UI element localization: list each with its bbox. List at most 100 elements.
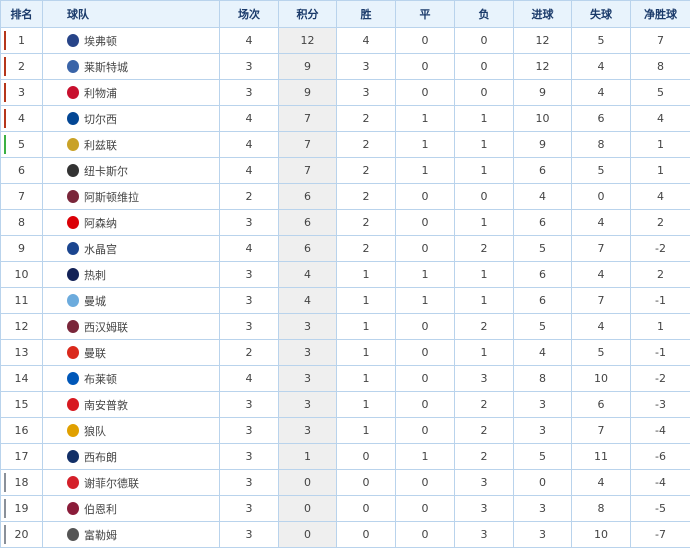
team-cell[interactable]: 曼城 <box>42 287 220 314</box>
team-cell[interactable]: 纽卡斯尔 <box>42 157 220 184</box>
rank-value: 9 <box>18 242 25 255</box>
points-cell: 7 <box>278 157 337 184</box>
team-name[interactable]: 富勒姆 <box>84 528 117 542</box>
team-name[interactable]: 水晶宫 <box>84 242 117 256</box>
rank-cell: 15 <box>0 391 43 418</box>
team-cell[interactable]: 利物浦 <box>42 79 220 106</box>
wins-cell: 1 <box>336 417 396 444</box>
team-name[interactable]: 阿斯顿维拉 <box>84 190 139 204</box>
rank-value: 12 <box>14 320 29 333</box>
arsenal-crest-icon <box>67 216 79 229</box>
wins-cell: 2 <box>336 183 396 210</box>
team-cell[interactable]: 曼联 <box>42 339 220 366</box>
team-name[interactable]: 利兹联 <box>84 138 117 152</box>
team-cell[interactable]: 利兹联 <box>42 131 220 158</box>
zone-marker <box>4 31 6 50</box>
team-cell[interactable]: 水晶宫 <box>42 235 220 262</box>
team-cell[interactable]: 狼队 <box>42 417 220 444</box>
points-cell: 4 <box>278 287 337 314</box>
played-cell: 3 <box>219 495 279 522</box>
team-cell[interactable]: 富勒姆 <box>42 521 220 548</box>
goals-for-cell: 6 <box>513 287 572 314</box>
team-name[interactable]: 阿森纳 <box>84 216 117 230</box>
wins-cell: 1 <box>336 339 396 366</box>
table-row: 16 狼队 3 3 1 0 2 3 7 -4 <box>0 417 690 444</box>
wins-cell: 2 <box>336 209 396 236</box>
draws-cell: 0 <box>395 495 455 522</box>
team-name[interactable]: 西汉姆联 <box>84 320 128 334</box>
team-name[interactable]: 伯恩利 <box>84 502 117 516</box>
brighton-crest-icon <box>67 372 79 385</box>
team-cell[interactable]: 热刺 <box>42 261 220 288</box>
draws-cell: 0 <box>395 365 455 392</box>
losses-cell: 1 <box>454 261 514 288</box>
table-row: 9 水晶宫 4 6 2 0 2 5 7 -2 <box>0 235 690 262</box>
points-cell: 4 <box>278 261 337 288</box>
team-cell[interactable]: 阿斯顿维拉 <box>42 183 220 210</box>
goal-diff-cell: -4 <box>630 469 690 496</box>
table-row: 19 伯恩利 3 0 0 0 3 3 8 -5 <box>0 495 690 522</box>
team-name[interactable]: 莱斯特城 <box>84 60 128 74</box>
team-name[interactable]: 谢菲尔德联 <box>84 476 139 490</box>
team-name[interactable]: 狼队 <box>84 424 106 438</box>
team-name[interactable]: 热刺 <box>84 268 106 282</box>
points-cell: 0 <box>278 469 337 496</box>
rank-value: 3 <box>18 86 25 99</box>
team-cell[interactable]: 莱斯特城 <box>42 53 220 80</box>
team-cell[interactable]: 埃弗顿 <box>42 27 220 54</box>
losses-cell: 3 <box>454 469 514 496</box>
goals-against-cell: 0 <box>571 183 631 210</box>
team-name[interactable]: 布莱顿 <box>84 372 117 386</box>
goals-for-cell: 5 <box>513 235 572 262</box>
team-name[interactable]: 纽卡斯尔 <box>84 164 128 178</box>
team-name[interactable]: 南安普敦 <box>84 398 128 412</box>
wins-cell: 1 <box>336 313 396 340</box>
draws-cell: 1 <box>395 105 455 132</box>
draws-cell: 0 <box>395 235 455 262</box>
goals-for-cell: 6 <box>513 157 572 184</box>
team-name[interactable]: 切尔西 <box>84 112 117 126</box>
rank-cell: 11 <box>0 287 43 314</box>
points-cell: 3 <box>278 339 337 366</box>
table-row: 13 曼联 2 3 1 0 1 4 5 -1 <box>0 339 690 366</box>
team-cell[interactable]: 南安普敦 <box>42 391 220 418</box>
played-cell: 2 <box>219 183 279 210</box>
rank-value: 16 <box>14 424 29 437</box>
rank-value: 13 <box>14 346 29 359</box>
team-cell[interactable]: 伯恩利 <box>42 495 220 522</box>
draws-cell: 0 <box>395 391 455 418</box>
header-points: 积分 <box>278 0 337 28</box>
team-cell[interactable]: 切尔西 <box>42 105 220 132</box>
header-played: 场次 <box>219 0 279 28</box>
goals-against-cell: 5 <box>571 27 631 54</box>
goals-against-cell: 8 <box>571 131 631 158</box>
played-cell: 3 <box>219 53 279 80</box>
goals-against-cell: 7 <box>571 235 631 262</box>
rank-cell: 1 <box>0 27 43 54</box>
wins-cell: 1 <box>336 391 396 418</box>
team-name[interactable]: 曼城 <box>84 294 106 308</box>
team-cell[interactable]: 西布朗 <box>42 443 220 470</box>
goals-for-cell: 6 <box>513 261 572 288</box>
rank-cell: 4 <box>0 105 43 132</box>
played-cell: 4 <box>219 365 279 392</box>
rank-cell: 2 <box>0 53 43 80</box>
goals-for-cell: 3 <box>513 521 572 548</box>
team-name[interactable]: 埃弗顿 <box>84 34 117 48</box>
points-cell: 3 <box>278 417 337 444</box>
team-cell[interactable]: 阿森纳 <box>42 209 220 236</box>
draws-cell: 1 <box>395 287 455 314</box>
header-losses: 负 <box>454 0 514 28</box>
team-cell[interactable]: 谢菲尔德联 <box>42 469 220 496</box>
team-cell[interactable]: 布莱顿 <box>42 365 220 392</box>
rank-value: 4 <box>18 112 25 125</box>
team-name[interactable]: 曼联 <box>84 346 106 360</box>
rank-value: 6 <box>18 164 25 177</box>
points-cell: 1 <box>278 443 337 470</box>
table-row: 12 西汉姆联 3 3 1 0 2 5 4 1 <box>0 313 690 340</box>
table-row: 8 阿森纳 3 6 2 0 1 6 4 2 <box>0 209 690 236</box>
team-cell[interactable]: 西汉姆联 <box>42 313 220 340</box>
team-name[interactable]: 西布朗 <box>84 450 117 464</box>
header-rank: 排名 <box>0 0 43 28</box>
team-name[interactable]: 利物浦 <box>84 86 117 100</box>
